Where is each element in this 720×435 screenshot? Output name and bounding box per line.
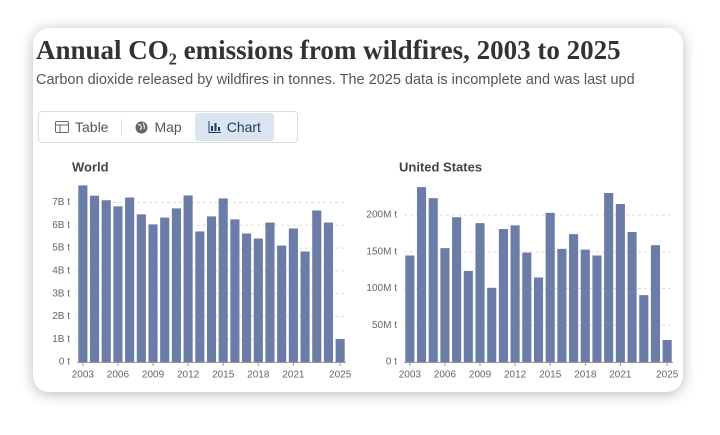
x-tick-label: 2003	[72, 370, 95, 381]
bar	[265, 222, 275, 362]
tab-bar: Table Map Chart	[38, 111, 298, 143]
bar	[335, 338, 345, 362]
tab[interactable]: Map	[122, 113, 194, 141]
bar	[218, 198, 228, 362]
bar	[615, 204, 625, 362]
bar	[183, 195, 193, 362]
y-tick-label: 5B t	[52, 243, 70, 254]
bar	[662, 339, 672, 362]
chart-title: World	[72, 159, 109, 174]
bar	[125, 197, 135, 362]
bar	[569, 234, 579, 362]
x-tick-label: 2018	[574, 370, 597, 381]
bar	[242, 233, 252, 362]
bar	[639, 295, 649, 362]
bar	[627, 231, 637, 362]
x-tick-label: 2003	[399, 370, 422, 381]
x-tick-label: 2025	[329, 370, 352, 381]
tab-label: Table	[75, 119, 109, 135]
separator	[121, 119, 123, 135]
bar	[650, 245, 661, 362]
table-icon	[55, 121, 69, 133]
bar	[78, 185, 88, 362]
y-tick-label: 100M t	[366, 283, 397, 294]
x-tick-label: 2018	[247, 370, 270, 381]
bar	[580, 249, 590, 362]
bar	[253, 238, 263, 362]
bar	[533, 277, 544, 362]
bar	[475, 223, 485, 362]
bar	[148, 224, 158, 362]
x-tick-label: 2015	[212, 370, 235, 381]
bar	[452, 217, 462, 362]
bar	[101, 200, 111, 362]
subtitle-text: Carbon dioxide released by	[36, 72, 217, 88]
x-tick-label: 2009	[469, 370, 492, 381]
bar	[195, 231, 205, 362]
y-tick-label: 2B t	[52, 311, 70, 322]
bar	[113, 206, 123, 362]
x-tick-label: 2009	[142, 370, 165, 381]
bar	[545, 212, 555, 362]
bar	[89, 195, 100, 362]
x-tick-label: 2006	[434, 370, 457, 381]
bar	[510, 225, 520, 362]
bar	[160, 217, 170, 362]
x-tick-label: 2021	[282, 370, 305, 381]
y-tick-label: 0 t	[386, 357, 397, 368]
bar	[405, 255, 415, 362]
bar	[428, 198, 438, 362]
bar	[288, 228, 298, 362]
bar	[604, 193, 614, 362]
bar	[463, 270, 473, 362]
x-tick-label: 2021	[609, 370, 632, 381]
y-tick-label: 200M t	[366, 210, 397, 221]
tab-label: Map	[154, 119, 182, 135]
card: Annual CO₂ emissions from wildfires, 200…	[33, 28, 683, 392]
y-tick-label: 7B t	[52, 197, 70, 208]
chart-title: United States	[399, 159, 482, 174]
bar	[416, 187, 427, 362]
bar	[136, 214, 146, 362]
map-icon	[135, 121, 148, 133]
bar	[323, 222, 334, 362]
bar	[487, 287, 497, 362]
tab[interactable]: Chart	[194, 113, 274, 141]
title: Annual CO₂ emissions from wildfires, 200…	[36, 35, 621, 65]
y-tick-label: 150M t	[366, 246, 397, 257]
tab[interactable]: Table	[42, 113, 121, 141]
y-tick-label: 4B t	[52, 266, 70, 277]
bar	[277, 245, 287, 362]
x-tick-label: 2025	[656, 370, 679, 381]
bar	[206, 216, 217, 362]
x-tick-label: 2012	[504, 370, 527, 381]
charts: World 0 t 1B t 2B t 3B t 4B t 5B t 6B t 7B t 2003…	[52, 159, 679, 381]
y-tick-label: 0 t	[59, 357, 70, 368]
y-tick-label: 50M t	[372, 320, 397, 331]
bar	[592, 255, 602, 362]
bar	[230, 219, 240, 362]
x-tick-label: 2015	[539, 370, 562, 381]
x-tick-label: 2006	[107, 370, 130, 381]
bar	[522, 252, 532, 362]
bar	[171, 208, 181, 362]
tab-label: Chart	[226, 119, 261, 135]
bar	[557, 248, 567, 362]
x-tick-label: 2012	[177, 370, 200, 381]
chart-icon	[208, 121, 221, 133]
subtitle-link[interactable]: wildfires	[216, 72, 269, 88]
y-tick-label: 1B t	[52, 334, 70, 345]
subtitle-text: in tonnes. The 2025 data is incomplete a…	[268, 72, 635, 88]
bar	[440, 248, 450, 362]
subtitle: Carbon dioxide released by wildfires in …	[36, 72, 683, 88]
y-tick-label: 6B t	[52, 220, 70, 231]
bar	[498, 229, 508, 362]
bar	[312, 210, 322, 362]
bar	[300, 251, 310, 362]
y-tick-label: 3B t	[52, 288, 70, 299]
